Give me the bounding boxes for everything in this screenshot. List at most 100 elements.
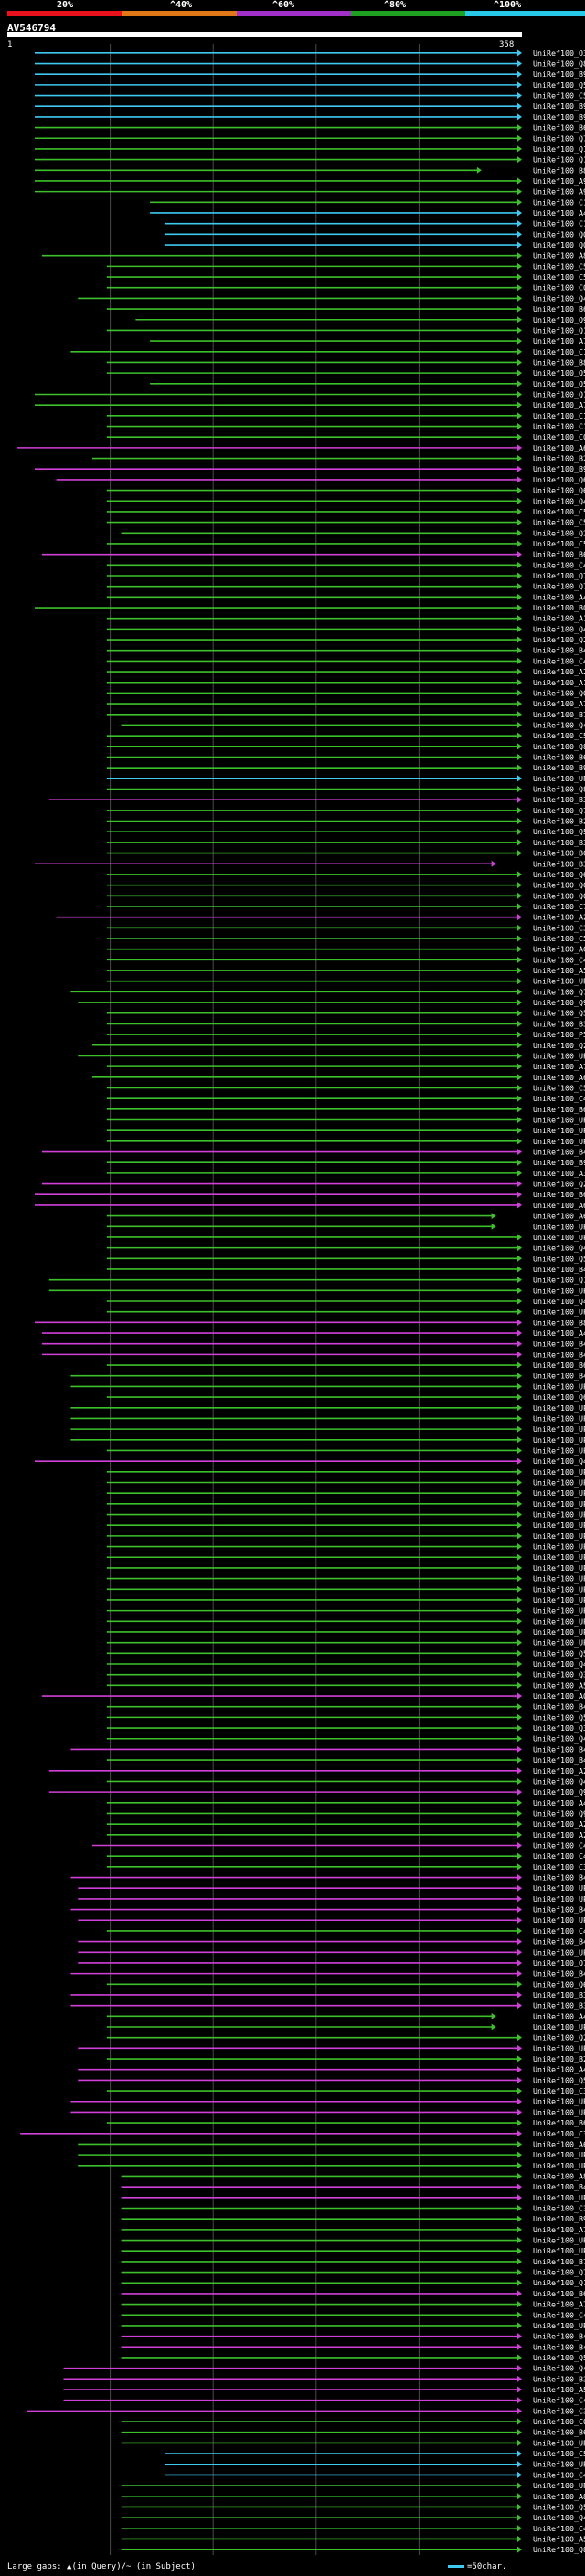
hit-label[interactable]: UniRef100_A6RYN2 — [533, 2139, 585, 2148]
hit-label[interactable]: UniRef100_C5SMN0 — [533, 2449, 585, 2458]
hit-label[interactable]: UniRef100_Q7QHE1 — [533, 987, 585, 996]
hit-label[interactable]: UniRef100_B6T8R7 — [533, 304, 585, 313]
hit-label[interactable]: UniRef100_Q43143 — [533, 1734, 585, 1744]
hit-label[interactable]: UniRef100_UP1000... — [533, 1286, 585, 1295]
hit-label[interactable]: UniRef100_B6JT43 — [533, 752, 585, 761]
hit-label[interactable]: UniRef100_Q0CW25 — [533, 688, 585, 697]
hit-label[interactable]: UniRef100_UP1000... — [533, 1511, 585, 1520]
hit-label[interactable]: UniRef100_B3SBV6 — [533, 859, 585, 868]
hit-label[interactable]: UniRef100_A4IE54 — [533, 1798, 585, 1807]
hit-label[interactable]: UniRef100_Q6BY12 — [533, 881, 585, 890]
hit-label[interactable]: UniRef100_B4NQT3 — [533, 1873, 585, 1882]
hit-label[interactable]: UniRef100_UP1000... — [533, 1489, 585, 1498]
hit-label[interactable]: UniRef100_Q6CEM2 — [533, 486, 585, 495]
hit-label[interactable]: UniRef100_Q5C9G8 — [533, 1254, 585, 1263]
hit-label[interactable]: UniRef100_B9Y108 — [533, 763, 585, 772]
hit-label[interactable]: UniRef100_C4QPL1 — [533, 2396, 585, 2405]
hit-label[interactable]: UniRef100_B9G5W3 — [533, 69, 585, 79]
hit-label[interactable]: UniRef100_UP1000... — [533, 1479, 585, 1488]
hit-label[interactable]: UniRef100_B2VG17 — [533, 817, 585, 826]
hit-label[interactable]: UniRef100_UP1000... — [533, 2043, 585, 2052]
hit-label[interactable]: UniRef100_B4M7R5 — [533, 2332, 585, 2341]
hit-label[interactable]: UniRef100_UP1000... — [533, 1606, 585, 1616]
hit-label[interactable]: UniRef100_UP1000... — [533, 1425, 585, 1434]
hit-label[interactable]: UniRef100_B3NAX5 — [533, 1990, 585, 1999]
hit-label[interactable]: UniRef100_C4JRX4 — [533, 955, 585, 964]
hit-label[interactable]: UniRef100_A7RS23 — [533, 400, 585, 409]
hit-label[interactable]: UniRef100_Q6BMK3 — [533, 1979, 585, 1988]
hit-label[interactable]: UniRef100_A6S5M0 — [533, 1073, 585, 1082]
hit-label[interactable]: UniRef100_A7WAT7 — [533, 336, 585, 345]
hit-label[interactable]: UniRef100_Q54DC4 — [533, 80, 585, 90]
hit-label[interactable]: UniRef100_C1FE19 — [533, 219, 585, 228]
hit-label[interactable]: UniRef100_B3PGB4 — [533, 838, 585, 847]
hit-label[interactable]: UniRef100_UP1000... — [533, 1574, 585, 1584]
hit-label[interactable]: UniRef100_C5M9J4 — [533, 539, 585, 548]
hit-label[interactable]: UniRef100_Q497N0 — [533, 1659, 585, 1669]
hit-label[interactable]: UniRef100_C5L9X1 — [533, 518, 585, 527]
hit-label[interactable]: UniRef100_Q4S327 — [533, 1244, 585, 1253]
hit-label[interactable]: UniRef100_C4YQH8 — [533, 2470, 585, 2479]
hit-label[interactable]: UniRef100_UP1000... — [533, 2107, 585, 2116]
hit-label[interactable]: UniRef100_B7QDE2 — [533, 710, 585, 719]
hit-label[interactable]: UniRef100_Q4CP19 — [533, 1457, 585, 1466]
hit-label[interactable]: UniRef100_A4IHS0 — [533, 2065, 585, 2074]
hit-label[interactable]: UniRef100_Q10MG7 — [533, 144, 585, 154]
hit-label[interactable]: UniRef100_B2GUM4 — [533, 2054, 585, 2063]
hit-label[interactable]: UniRef100_Q5CTV5 — [533, 2502, 585, 2511]
hit-label[interactable]: UniRef100_Q6NU35 — [533, 1393, 585, 1402]
hit-label[interactable]: UniRef100_Q4PN28 — [533, 1776, 585, 1786]
hit-label[interactable]: UniRef100_A6VUZ7 — [533, 443, 585, 452]
hit-label[interactable]: UniRef100_B4JDY1 — [533, 1340, 585, 1349]
hit-label[interactable]: UniRef100_B4EKN2 — [533, 1755, 585, 1765]
hit-label[interactable]: UniRef100_UP1000... — [533, 1051, 585, 1060]
hit-label[interactable]: UniRef100_Q5KEX1 — [533, 2353, 585, 2362]
hit-label[interactable]: UniRef100_A2DUQ9 — [533, 1830, 585, 1839]
hit-label[interactable]: UniRef100_A5D7S9 — [533, 1680, 585, 1690]
hit-label[interactable]: UniRef100_Q16JX7 — [533, 2278, 585, 2287]
hit-label[interactable]: UniRef100_A6RW58 — [533, 1201, 585, 1210]
hit-label[interactable]: UniRef100_Q812X7 — [533, 785, 585, 794]
hit-label[interactable]: UniRef100_Q10MG6 — [533, 155, 585, 164]
hit-label[interactable]: UniRef100_B6K938 — [533, 849, 585, 858]
hit-label[interactable]: UniRef100_Q5E9D8 — [533, 1712, 585, 1722]
hit-label[interactable]: UniRef100_Q22CE1 — [533, 635, 585, 644]
hit-label[interactable]: UniRef100_A3LZU9 — [533, 1169, 585, 1178]
hit-label[interactable]: UniRef100_B6QRL9 — [533, 2428, 585, 2437]
hit-label[interactable]: UniRef100_Q4WX56 — [533, 720, 585, 729]
hit-label[interactable]: UniRef100_A7F6X4 — [533, 2300, 585, 2309]
hit-label[interactable]: UniRef100_A5DZC4 — [533, 2385, 585, 2394]
hit-label[interactable]: UniRef100_UP1000... — [533, 1137, 585, 1146]
hit-label[interactable]: UniRef100_B6AHD5 — [533, 1361, 585, 1370]
hit-label[interactable]: UniRef100_C1MX63 — [533, 347, 585, 356]
hit-label[interactable]: UniRef100_A6QSS7 — [533, 945, 585, 954]
hit-label[interactable]: UniRef100_C4M9B8 — [533, 2310, 585, 2319]
hit-label[interactable]: UniRef100_B6QBY8 — [533, 2289, 585, 2298]
hit-label[interactable]: UniRef100_B4QEU5 — [533, 2182, 585, 2191]
hit-label[interactable]: UniRef100_UP1000... — [533, 1222, 585, 1231]
hit-label[interactable]: UniRef100_UP1000... — [533, 2236, 585, 2245]
hit-label[interactable]: UniRef100_Q8IKB1 — [533, 742, 585, 751]
hit-label[interactable]: UniRef100_UP1000... — [533, 1638, 585, 1648]
hit-label[interactable]: UniRef100_UP1000... — [533, 2161, 585, 2170]
hit-label[interactable]: UniRef100_C5X1W0 — [533, 91, 585, 101]
hit-label[interactable]: UniRef100_UP1000... — [533, 1553, 585, 1562]
hit-label[interactable]: UniRef100_B7ZD40 — [533, 2257, 585, 2266]
hit-label[interactable]: UniRef100_Q5F3A9 — [533, 1648, 585, 1658]
hit-label[interactable]: UniRef100_UP1000... — [533, 1521, 585, 1530]
hit-label[interactable]: UniRef100_UP1000... — [533, 977, 585, 986]
hit-label[interactable]: UniRef100_C1GUT0 — [533, 411, 585, 420]
hit-label[interactable]: UniRef100_B4JXN1 — [533, 1969, 585, 1978]
hit-label[interactable]: UniRef100_B8AMY2 — [533, 165, 585, 175]
hit-label[interactable]: UniRef100_B4NNE3 — [533, 1937, 585, 1946]
hit-label[interactable]: UniRef100_A2R9H0 — [533, 667, 585, 676]
hit-label[interactable]: UniRef100_A4VZQ8 — [533, 592, 585, 601]
hit-label[interactable]: UniRef100_Q2H875 — [533, 1041, 585, 1050]
hit-label[interactable]: UniRef100_A8PZZ5 — [533, 2492, 585, 2501]
hit-label[interactable]: UniRef100_C4QYX7 — [533, 656, 585, 665]
hit-label[interactable]: UniRef100_A5C5F7 — [533, 2534, 585, 2543]
hit-label[interactable]: UniRef100_B4E656 — [533, 1702, 585, 1712]
hit-label[interactable]: UniRef100_UP1000... — [533, 1915, 585, 1924]
hit-label[interactable]: UniRef100_UP1000... — [533, 2193, 585, 2202]
hit-label[interactable]: UniRef100_A2F2U1 — [533, 1819, 585, 1829]
